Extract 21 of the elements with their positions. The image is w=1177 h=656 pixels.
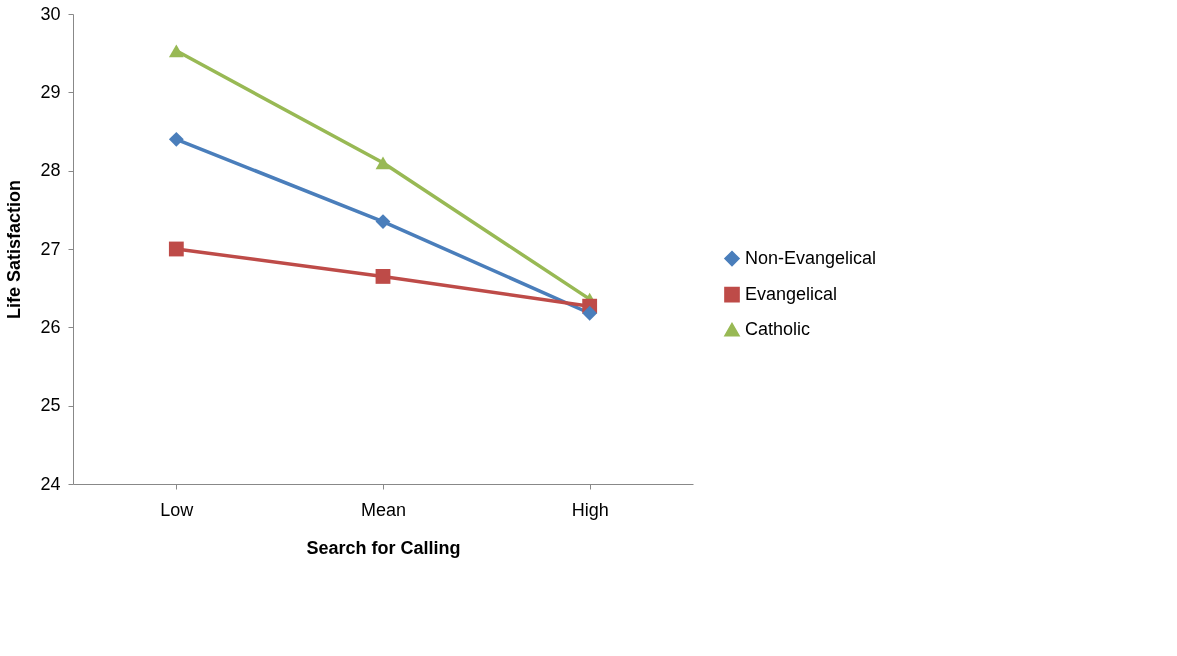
legend-label: Non-Evangelical <box>745 247 877 268</box>
legend-label: Evangelical <box>745 283 838 304</box>
point <box>168 44 184 58</box>
y-tick-label: 29 <box>40 81 61 102</box>
x-tick-label: Low <box>160 499 195 520</box>
point <box>582 305 598 321</box>
y-tick-label: 27 <box>40 238 61 259</box>
x-tick-label: High <box>571 499 609 520</box>
y-tick-label: 30 <box>40 3 61 24</box>
y-tick-label: 25 <box>40 395 61 416</box>
y-tick-label: 28 <box>40 160 61 181</box>
point <box>168 241 184 257</box>
x-axis-title: Search for Calling <box>306 537 461 558</box>
point <box>375 269 391 284</box>
point <box>168 131 184 147</box>
legend-label: Catholic <box>745 318 811 339</box>
point <box>375 156 391 170</box>
y-tick-label: 24 <box>40 473 61 494</box>
y-tick-label: 26 <box>40 316 61 337</box>
y-axis-title: Life Satisfaction <box>4 179 25 320</box>
x-tick-label: Mean <box>360 499 407 520</box>
